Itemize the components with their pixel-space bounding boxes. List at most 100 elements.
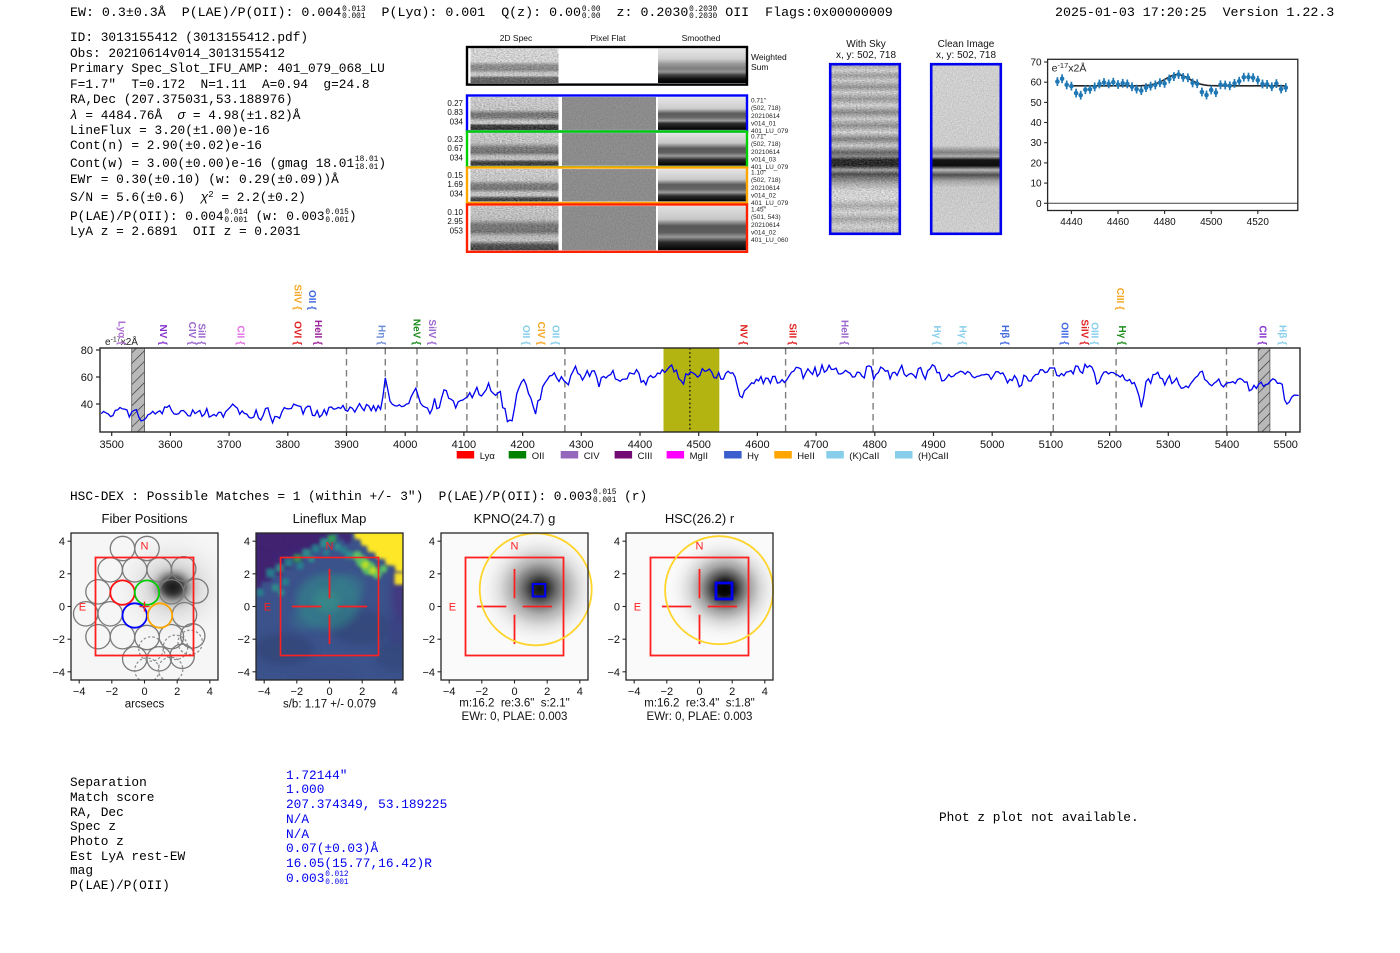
svg-text:OII {: OII { bbox=[550, 325, 561, 345]
svg-text:0: 0 bbox=[614, 602, 620, 614]
svg-text:(502, 718): (502, 718) bbox=[751, 177, 781, 184]
svg-text:053: 053 bbox=[450, 226, 464, 235]
svg-text:−2: −2 bbox=[237, 634, 250, 646]
svg-text:3500: 3500 bbox=[99, 439, 123, 451]
svg-text:4: 4 bbox=[59, 536, 65, 548]
svg-text:(501, 543): (501, 543) bbox=[751, 214, 781, 221]
svg-text:0.23: 0.23 bbox=[447, 135, 463, 144]
svg-text:Weighted: Weighted bbox=[751, 52, 787, 62]
svg-text:4480: 4480 bbox=[1153, 217, 1176, 228]
svg-text:5000: 5000 bbox=[980, 439, 1004, 451]
svg-text:2: 2 bbox=[359, 686, 365, 698]
svg-text:−4: −4 bbox=[52, 667, 65, 679]
svg-text:Pixel Flat: Pixel Flat bbox=[591, 33, 627, 43]
svg-text:CII {: CII { bbox=[1256, 326, 1267, 346]
svg-text:E: E bbox=[634, 602, 641, 614]
svg-text:OII {: OII { bbox=[520, 325, 531, 345]
svg-text:4900: 4900 bbox=[921, 439, 945, 451]
svg-text:m:16.2 re:3.4" s:1.8": m:16.2 re:3.4" s:1.8" bbox=[644, 698, 754, 710]
svg-text:0: 0 bbox=[244, 602, 250, 614]
svg-text:Hγ {: Hγ { bbox=[931, 326, 942, 346]
svg-text:0: 0 bbox=[696, 686, 702, 698]
svg-text:−2: −2 bbox=[52, 634, 65, 646]
svg-text:−2: −2 bbox=[291, 686, 304, 698]
svg-text:N: N bbox=[326, 540, 334, 552]
svg-text:5300: 5300 bbox=[1156, 439, 1180, 451]
svg-text:401_LU_079: 401_LU_079 bbox=[751, 164, 789, 171]
svg-text:Lyα {: Lyα { bbox=[115, 321, 126, 345]
svg-text:20210614: 20210614 bbox=[751, 185, 780, 192]
svg-text:4: 4 bbox=[429, 536, 435, 548]
svg-text:CIV: CIV bbox=[584, 451, 601, 462]
svg-text:Hβ {: Hβ { bbox=[1276, 325, 1287, 345]
svg-text:OVI {: OVI { bbox=[291, 321, 302, 345]
svg-text:Hγ {: Hγ { bbox=[957, 326, 968, 346]
svg-text:10: 10 bbox=[1030, 179, 1042, 190]
svg-text:(502, 718): (502, 718) bbox=[751, 141, 781, 148]
svg-text:MgII: MgII bbox=[690, 451, 708, 462]
svg-text:4500: 4500 bbox=[686, 439, 710, 451]
svg-text:401_LU_079: 401_LU_079 bbox=[751, 200, 789, 207]
svg-text:3700: 3700 bbox=[217, 439, 241, 451]
svg-text:2.95: 2.95 bbox=[447, 217, 463, 226]
svg-text:3900: 3900 bbox=[334, 439, 358, 451]
svg-text:CIII: CIII bbox=[638, 451, 653, 462]
svg-text:4600: 4600 bbox=[745, 439, 769, 451]
svg-text:CIV {: CIV { bbox=[186, 322, 197, 345]
svg-text:2: 2 bbox=[614, 569, 620, 581]
svg-text:0.27: 0.27 bbox=[447, 99, 463, 108]
svg-text:e-17x2Å: e-17x2Å bbox=[1052, 61, 1087, 75]
svg-text:4400: 4400 bbox=[628, 439, 652, 451]
svg-text:With Sky: With Sky bbox=[846, 39, 885, 50]
svg-text:60: 60 bbox=[1030, 78, 1042, 89]
svg-text:OII {: OII { bbox=[306, 290, 317, 310]
svg-text:−4: −4 bbox=[443, 686, 456, 698]
svg-text:Smoothed: Smoothed bbox=[682, 33, 721, 43]
svg-text:5100: 5100 bbox=[1039, 439, 1063, 451]
svg-text:v014_03: v014_03 bbox=[751, 156, 776, 163]
svg-text:4: 4 bbox=[614, 536, 620, 548]
svg-text:m:16.2 re:3.6" s:2.1": m:16.2 re:3.6" s:2.1" bbox=[459, 698, 569, 710]
svg-text:SiIV {: SiIV { bbox=[291, 284, 302, 310]
svg-text:Hβ {: Hβ { bbox=[999, 325, 1010, 345]
svg-text:5400: 5400 bbox=[1215, 439, 1239, 451]
svg-text:034: 034 bbox=[450, 153, 464, 162]
svg-text:Lineflux Map: Lineflux Map bbox=[293, 511, 367, 526]
svg-text:NV {: NV { bbox=[738, 324, 749, 345]
svg-text:v014_02: v014_02 bbox=[751, 192, 776, 199]
svg-text:KPNO(24.7) g: KPNO(24.7) g bbox=[474, 511, 556, 526]
svg-text:CII {: CII { bbox=[235, 326, 246, 346]
svg-text:3800: 3800 bbox=[276, 439, 300, 451]
svg-text:CIV {: CIV { bbox=[535, 322, 546, 345]
svg-text:x, y: 502, 718: x, y: 502, 718 bbox=[936, 50, 996, 61]
svg-text:0: 0 bbox=[511, 686, 517, 698]
svg-text:20: 20 bbox=[1030, 158, 1042, 169]
svg-text:v014_02: v014_02 bbox=[751, 229, 776, 236]
svg-text:OIII {: OIII { bbox=[1089, 322, 1100, 345]
svg-text:0.67: 0.67 bbox=[447, 144, 463, 153]
svg-text:4300: 4300 bbox=[569, 439, 593, 451]
svg-text:CIII {: CIII { bbox=[1114, 288, 1125, 310]
svg-text:0.71": 0.71" bbox=[751, 98, 767, 105]
svg-text:4: 4 bbox=[392, 686, 398, 698]
svg-text:0: 0 bbox=[429, 602, 435, 614]
svg-text:Hη {: Hη { bbox=[375, 325, 386, 345]
svg-text:4440: 4440 bbox=[1060, 217, 1083, 228]
svg-text:Sum: Sum bbox=[751, 62, 768, 72]
svg-text:OIII {: OIII { bbox=[1059, 322, 1070, 345]
svg-text:60: 60 bbox=[81, 372, 93, 384]
svg-text:−4: −4 bbox=[258, 686, 271, 698]
svg-text:4800: 4800 bbox=[863, 439, 887, 451]
svg-text:0: 0 bbox=[141, 686, 147, 698]
svg-text:0.10: 0.10 bbox=[447, 208, 463, 217]
svg-text:4100: 4100 bbox=[452, 439, 476, 451]
svg-text:Hγ: Hγ bbox=[747, 451, 759, 462]
svg-text:SiIV {: SiIV { bbox=[1079, 319, 1090, 345]
svg-text:−2: −2 bbox=[422, 634, 435, 646]
svg-text:E: E bbox=[264, 602, 271, 614]
svg-text:−4: −4 bbox=[237, 667, 250, 679]
svg-text:HeII {: HeII { bbox=[312, 320, 323, 345]
svg-text:034: 034 bbox=[450, 189, 464, 198]
svg-text:20210614: 20210614 bbox=[751, 222, 780, 229]
svg-text:20210614: 20210614 bbox=[751, 149, 780, 156]
